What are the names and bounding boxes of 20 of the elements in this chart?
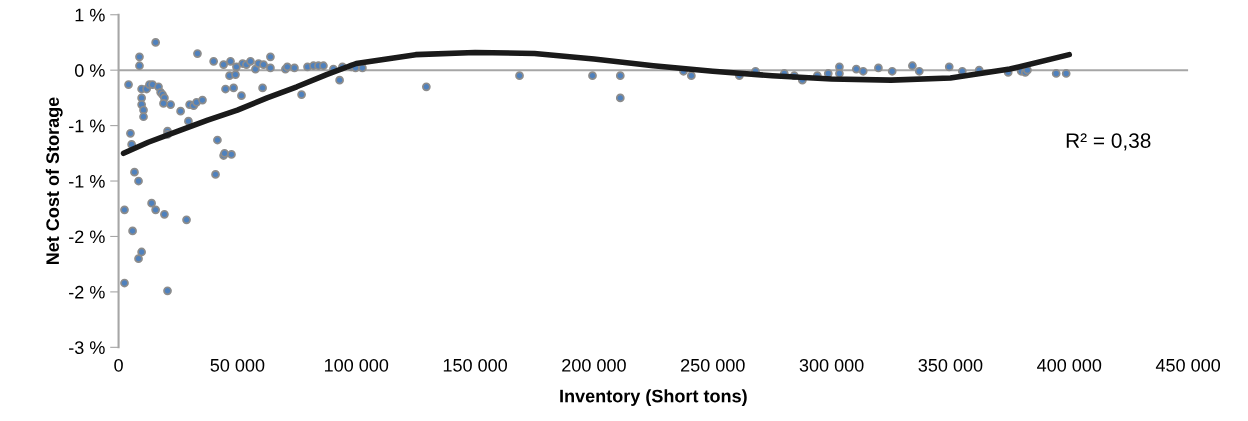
- x-tick-label: 150 000: [443, 358, 507, 372]
- y-tick-label: -1 %: [69, 119, 105, 133]
- x-tick-label: 350 000: [918, 358, 983, 372]
- x-tick-label: 100 000: [324, 358, 389, 372]
- x-tick-label: 50 000: [210, 358, 265, 372]
- x-axis-title: Inventory (Short tons): [560, 389, 747, 406]
- y-axis-title: Net Cost of Storage: [45, 97, 63, 265]
- y-tick-label: -2 %: [69, 285, 105, 299]
- annotation: R² = 0,38: [1066, 133, 1151, 151]
- x-tick-label: 300 000: [799, 358, 864, 372]
- y-tick-label: 1 %: [75, 8, 105, 22]
- y-tick-label: 0 %: [74, 64, 105, 77]
- x-tick-label: 0: [114, 358, 123, 372]
- y-tick-label: -3 %: [69, 341, 105, 355]
- y-tick-label: -2 %: [69, 230, 105, 244]
- x-tick-label: 400 000: [1037, 358, 1102, 372]
- x-tick-label: 250 000: [681, 358, 745, 372]
- x-tick-label: 450 000: [1155, 358, 1221, 372]
- y-tick-label: -1 %: [69, 175, 105, 188]
- x-tick-label: 200 000: [562, 358, 626, 372]
